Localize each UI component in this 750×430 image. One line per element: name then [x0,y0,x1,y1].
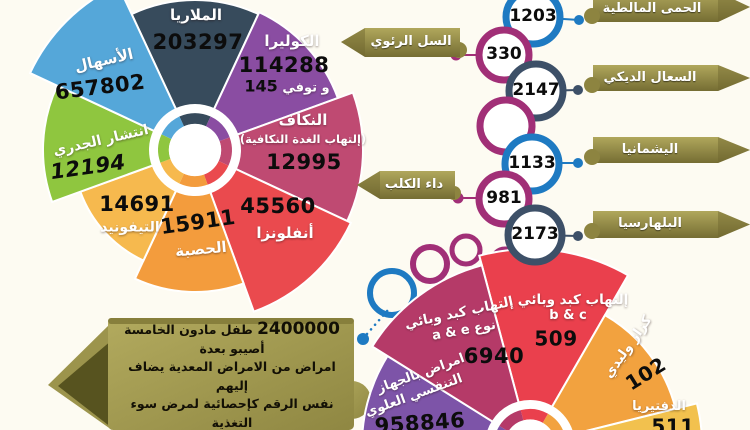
pie-slice [370,264,520,424]
pie-slice [478,248,630,409]
pie-slice [209,167,353,313]
slice-value-typhoid: 14691 [99,191,175,216]
slice-label-hepatitis-bc: إلتهاب كبد وبائي [517,291,629,308]
note-line-2: امراض من الامراض المعدية يضاف إليهم [128,359,336,393]
pie-slice [158,134,172,163]
indicator-value-whooping-cough: 2147 [512,80,560,101]
slice-value-mumps: 12995 [266,149,342,174]
indicator-value-bilharzia: 2173 [511,224,559,245]
cholera-deaths-value: 145 [244,76,278,96]
slice-label-influenza: أنفلونزا [256,224,314,243]
slice-value-influenza: 45560 [240,193,316,218]
right-rose-chart [361,248,703,430]
pie-slice [542,413,563,430]
pie-slice [550,313,677,430]
pie-slice [133,189,245,293]
banner-label-tb: السل الرئوي [370,34,452,50]
banner-rabies [357,171,461,200]
slice-label-malaria: الملاريا [169,6,223,25]
slice-value-cholera: 114288 [238,52,330,77]
slice-value-hepatitis-ae: 6940 [463,343,525,368]
banner-tb [341,28,467,58]
banner-leishmania [584,137,750,165]
slice-label-mumps: النكاف [278,111,328,130]
note-box-connector [357,308,390,345]
pie-slice [499,410,524,430]
note-box-shape [48,318,371,430]
pie-slice [203,161,229,185]
pie-slice [520,408,549,423]
banner-label-rabies: داء الكلب [384,177,444,193]
pie-slice [79,164,178,262]
note-line-1: 2400000 طفل مادون الخامسة أصيبو بعدة [112,320,352,358]
banner-label-leishmania: اليشمانيا [621,142,679,158]
donut-ring [168,123,222,177]
slice-label-diphtheria: الدفتيريا [632,399,686,415]
note-line-3: نفس الرقم كإحصائية لمرض سوء التغذية [130,396,334,430]
left-rose-chart [28,0,364,313]
banner-label-whooping-cough: السعال الديكي [603,70,697,86]
slice-note-cholera: و توفي 145 [244,76,330,96]
pie-slice [361,354,495,430]
banner-label-bilharzia: البلهارسيا [618,216,682,232]
pie-slice [179,173,208,187]
slice-value-hepatitis-bc: 509 [534,326,578,351]
note-line-1-text: طفل مادون الخامسة أصيبو بعدة [124,322,265,356]
slice-sublabel-hepatitis-bc: b & c [549,308,587,324]
pie-slice [28,0,178,133]
note-box: 2400000 طفل مادون الخامسة أصيبو بعدة امر… [112,320,352,430]
slice-value-malaria: 203297 [152,29,244,54]
indicator-value-rabies: 981 [486,188,522,209]
cholera-deaths-label: و توفي [282,80,330,96]
pie-slice [212,10,340,136]
banner-label-brucellosis: الحمى المالطية [602,1,702,17]
pie-slice [218,137,232,166]
pie-slice [497,425,506,430]
note-children-count: 2400000 [257,319,340,339]
pie-slice [586,402,703,430]
slice-label-cholera: الكوليرا [264,32,320,51]
slice-value-diphtheria: 511 [651,414,695,430]
indicator-value-tb: 330 [486,44,522,65]
banner-brucellosis [584,0,750,24]
banner-whooping-cough [584,65,750,93]
slice-sublabel-mumps: (إلتهاب الغدة النكافية) [239,131,367,146]
slice-label-typhoid: التيفونيد [100,219,160,236]
banners [341,0,750,239]
indicator-circles [475,0,567,266]
pie-slice [161,116,184,139]
pie-slice [206,116,230,142]
donut-ring [509,419,551,430]
indicator-value-leishmania: 1133 [508,153,556,174]
pie-slice [179,113,211,127]
pie-slice [42,84,156,204]
pie-slice [160,158,184,184]
indicator-value-brucellosis: 1203 [509,6,557,27]
pie-slice [234,91,364,223]
banner-bilharzia [584,211,750,239]
